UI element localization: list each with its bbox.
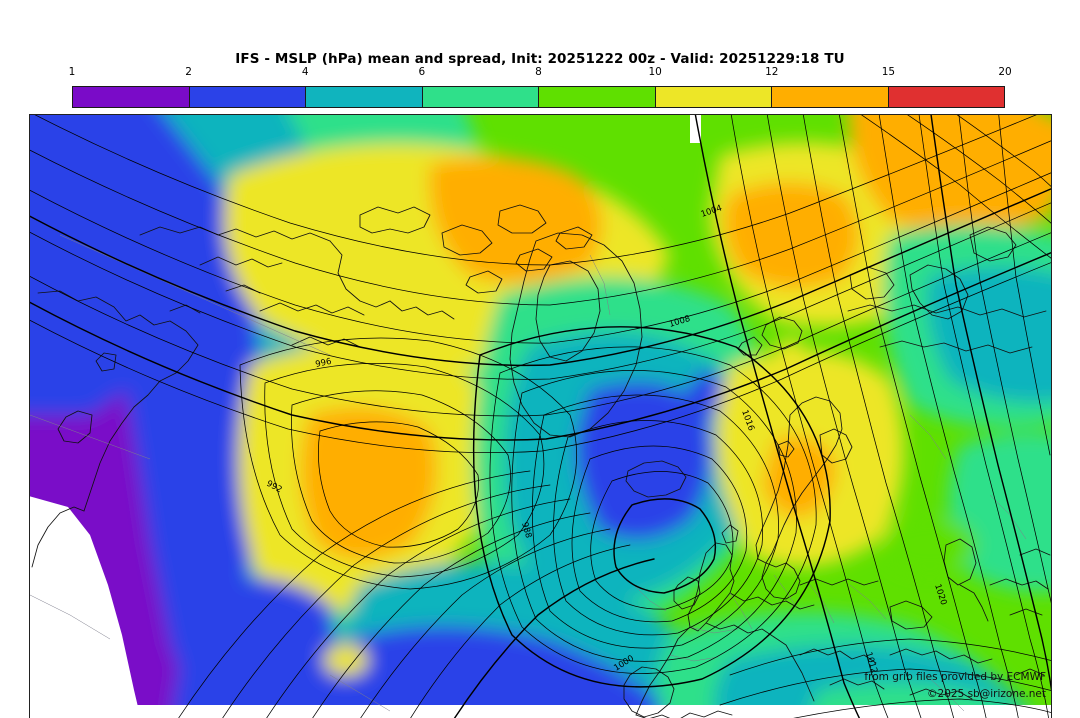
colorbar-gradient: [72, 86, 1005, 108]
isobar-contours: [30, 115, 1051, 718]
colorbar-tick-2: 2: [185, 66, 192, 78]
map-canvas: 1004 1008 992 1000 988 1012 1016 996 102…: [30, 115, 1051, 718]
spread-field: [30, 115, 1051, 718]
colorbar-band-10-12: [654, 87, 771, 107]
colorbar-tick-1: 1: [68, 66, 76, 78]
colorbar-band-2-4: [188, 87, 305, 107]
isobar-label: 996: [315, 357, 333, 370]
colorbar-tick-8: 8: [535, 66, 542, 78]
colorbar-band-8-10: [538, 87, 655, 107]
isobar-label: 988: [519, 521, 533, 539]
chart-title: IFS - MSLP (hPa) mean and spread, Init: …: [235, 51, 845, 67]
political-borders: [30, 234, 1027, 712]
colorbar-tick-labels: 1 2 4 6 8 10 12 15 20: [68, 66, 1012, 84]
no-data-region: [30, 496, 1051, 718]
colorbar-band-1-2: [73, 87, 189, 107]
colorbar-tick-12: 12: [765, 66, 779, 78]
colorbar-tick-20: 20: [998, 66, 1012, 78]
colorbar-tick-6: 6: [418, 66, 426, 78]
top-edge-notch: [690, 115, 701, 143]
colorbar-band-15-20: [887, 87, 1004, 107]
colorbar-band-6-8: [421, 87, 538, 107]
colorbar-band-4-6: [305, 87, 422, 107]
map-panel: 1004 1008 992 1000 988 1012 1016 996 102…: [29, 114, 1052, 718]
colorbar-tick-15: 15: [881, 66, 896, 78]
colorbar: 1 2 4 6 8 10 12 15 20: [69, 66, 1012, 108]
colorbar-tick-10: 10: [648, 66, 662, 78]
colorbar-tick-4: 4: [301, 66, 309, 78]
colorbar-band-12-15: [771, 87, 888, 107]
